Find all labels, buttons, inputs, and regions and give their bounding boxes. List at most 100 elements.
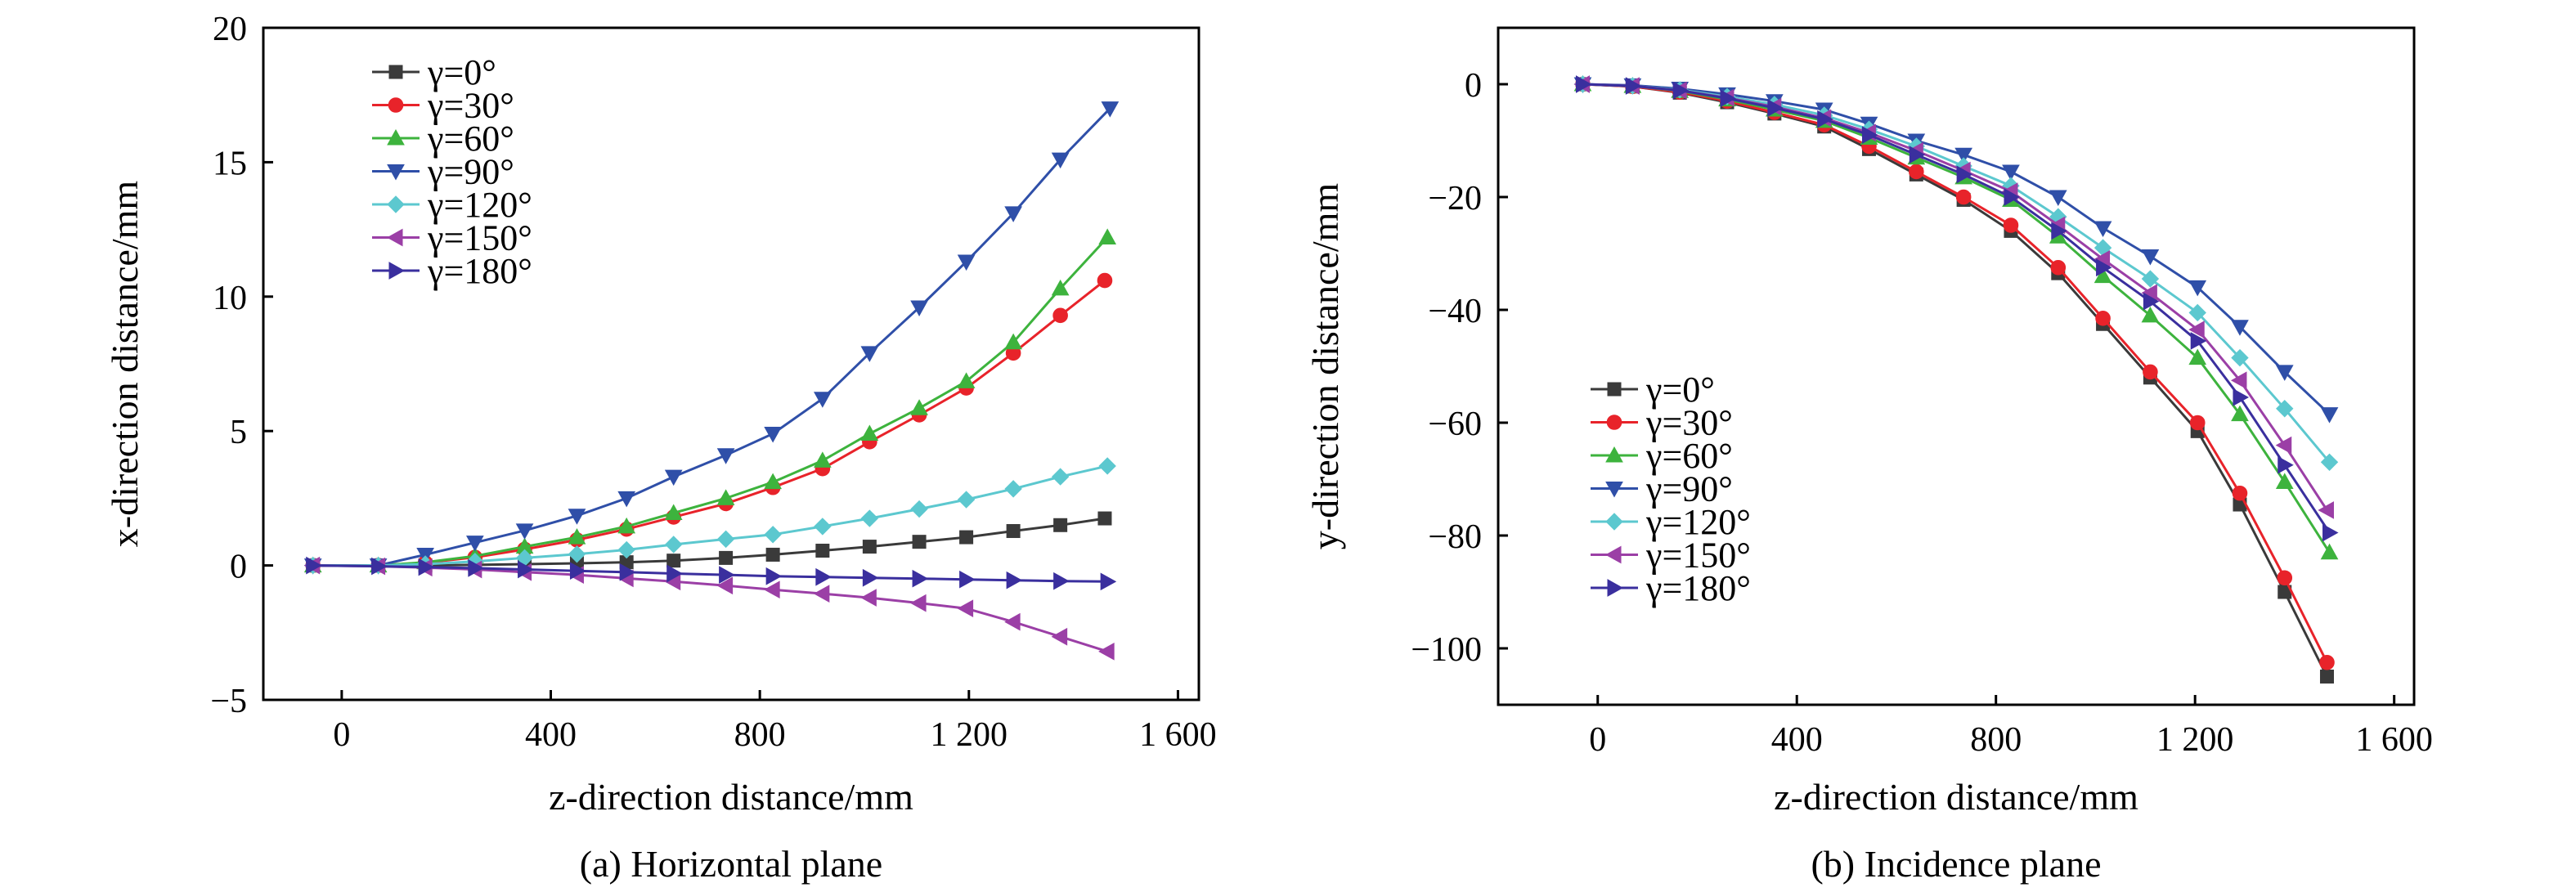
plot-frame-a: [262, 26, 1200, 701]
data-point: [912, 569, 929, 588]
data-point: [568, 545, 586, 563]
x-ticks-b: 0 400 800 1 200 1 600: [1589, 695, 2433, 759]
y-tick-label: −100: [1411, 631, 1482, 669]
y-tick-label: −5: [210, 683, 247, 720]
series-line: [1582, 83, 2331, 415]
data-point: [664, 536, 683, 554]
series-group-b: [1573, 74, 2339, 684]
y-tick-label: 10: [213, 280, 247, 317]
legend-item: γ=30°: [1591, 403, 1733, 443]
x-tick-label: 0: [1589, 721, 1606, 759]
data-point: [2276, 400, 2294, 418]
data-point: [1101, 101, 1120, 118]
data-point: [2232, 485, 2248, 501]
legend-item: γ=120°: [1591, 502, 1751, 542]
data-point: [1004, 480, 1022, 498]
legend-marker: [1605, 513, 1623, 531]
x-tick-label: 800: [1970, 721, 2022, 759]
x-tick-label: 1 200: [2156, 721, 2234, 759]
y-tick-label: −40: [1428, 293, 1482, 330]
legend-label: γ=30°: [1645, 403, 1733, 443]
legend-label: γ=60°: [1645, 436, 1733, 476]
data-point: [815, 567, 832, 586]
data-point: [860, 346, 879, 362]
data-point: [1006, 524, 1021, 539]
data-point: [2320, 543, 2339, 560]
data-point: [2320, 453, 2339, 472]
y-ticks-b: −100 −80 −60 −40 −20 0: [1411, 67, 1508, 669]
data-point: [2003, 217, 2019, 233]
data-point: [2095, 311, 2111, 326]
data-point: [1956, 165, 1973, 184]
data-point: [2231, 348, 2249, 367]
legend-item: γ=180°: [372, 251, 532, 291]
series-6: [1575, 75, 2339, 542]
data-point: [716, 530, 735, 549]
data-point: [719, 550, 734, 565]
legend-marker: [1607, 382, 1622, 397]
data-point: [814, 518, 832, 536]
series-5: [303, 556, 1115, 661]
data-point: [862, 568, 879, 587]
data-point: [860, 589, 877, 607]
chart-incidence-plane: 0 400 800 1 200 1 600 −100 −80 −60 −40 −20 0 γ=0°…: [1304, 26, 2433, 885]
data-point: [1098, 228, 1117, 244]
y-tick-label: 20: [213, 11, 247, 48]
y-ticks-a: −5 0 5 10 15 20: [210, 11, 273, 720]
legend-marker: [388, 97, 404, 113]
legend-a: γ=0°γ=30°γ=60°γ=90°γ=120°γ=150°γ=180°: [372, 52, 532, 291]
data-point: [2230, 371, 2247, 390]
data-point: [813, 392, 832, 408]
data-point: [2143, 364, 2158, 380]
series-2: [303, 228, 1117, 573]
data-point: [1955, 189, 1972, 205]
y-axis-label-b: y-direction distance/mm: [1304, 183, 1346, 550]
y-tick-label: 15: [213, 145, 247, 182]
data-point: [1097, 272, 1113, 289]
data-point: [2320, 407, 2339, 424]
data-point: [2004, 188, 2020, 206]
data-point: [860, 424, 879, 441]
data-point: [617, 517, 636, 534]
data-point: [2275, 436, 2292, 455]
data-point: [2188, 320, 2205, 338]
x-tick-label: 0: [333, 716, 350, 754]
data-point: [2050, 259, 2067, 276]
data-point: [1098, 642, 1115, 661]
data-point: [1098, 457, 1116, 475]
data-point: [716, 489, 735, 505]
x-axis-label-a: z-direction distance/mm: [549, 776, 913, 818]
data-point: [1861, 126, 1878, 144]
data-point: [1006, 571, 1023, 589]
data-point: [619, 563, 636, 581]
data-point: [569, 562, 586, 580]
data-point: [418, 558, 435, 576]
legend-marker: [386, 228, 403, 247]
legend-item: γ=120°: [372, 185, 532, 225]
data-point: [2189, 415, 2206, 431]
data-point: [957, 254, 976, 271]
data-point: [764, 580, 780, 599]
x-tick-label: 400: [1771, 721, 1823, 759]
data-point: [2143, 292, 2160, 311]
series-group-a: [303, 101, 1120, 661]
data-point: [1051, 627, 1068, 646]
data-point: [2231, 320, 2249, 336]
data-point: [2318, 501, 2334, 519]
data-point: [910, 594, 927, 612]
data-point: [1625, 77, 1642, 95]
x-tick-label: 800: [734, 716, 786, 754]
y-axis-label-a: x-direction distance/mm: [104, 181, 146, 548]
x-tick-label: 400: [525, 716, 577, 754]
data-point: [2190, 332, 2207, 350]
series-6: [306, 556, 1117, 591]
data-point: [719, 566, 735, 584]
caption-a: (a) Horizontal plane: [580, 843, 882, 885]
legend-item: γ=150°: [1591, 536, 1751, 576]
x-ticks-a: 0 400 800 1 200 1 600: [333, 690, 1217, 754]
data-point: [2275, 365, 2294, 381]
data-point: [1004, 206, 1022, 222]
legend-marker: [388, 262, 406, 280]
y-tick-label: −20: [1428, 180, 1482, 217]
